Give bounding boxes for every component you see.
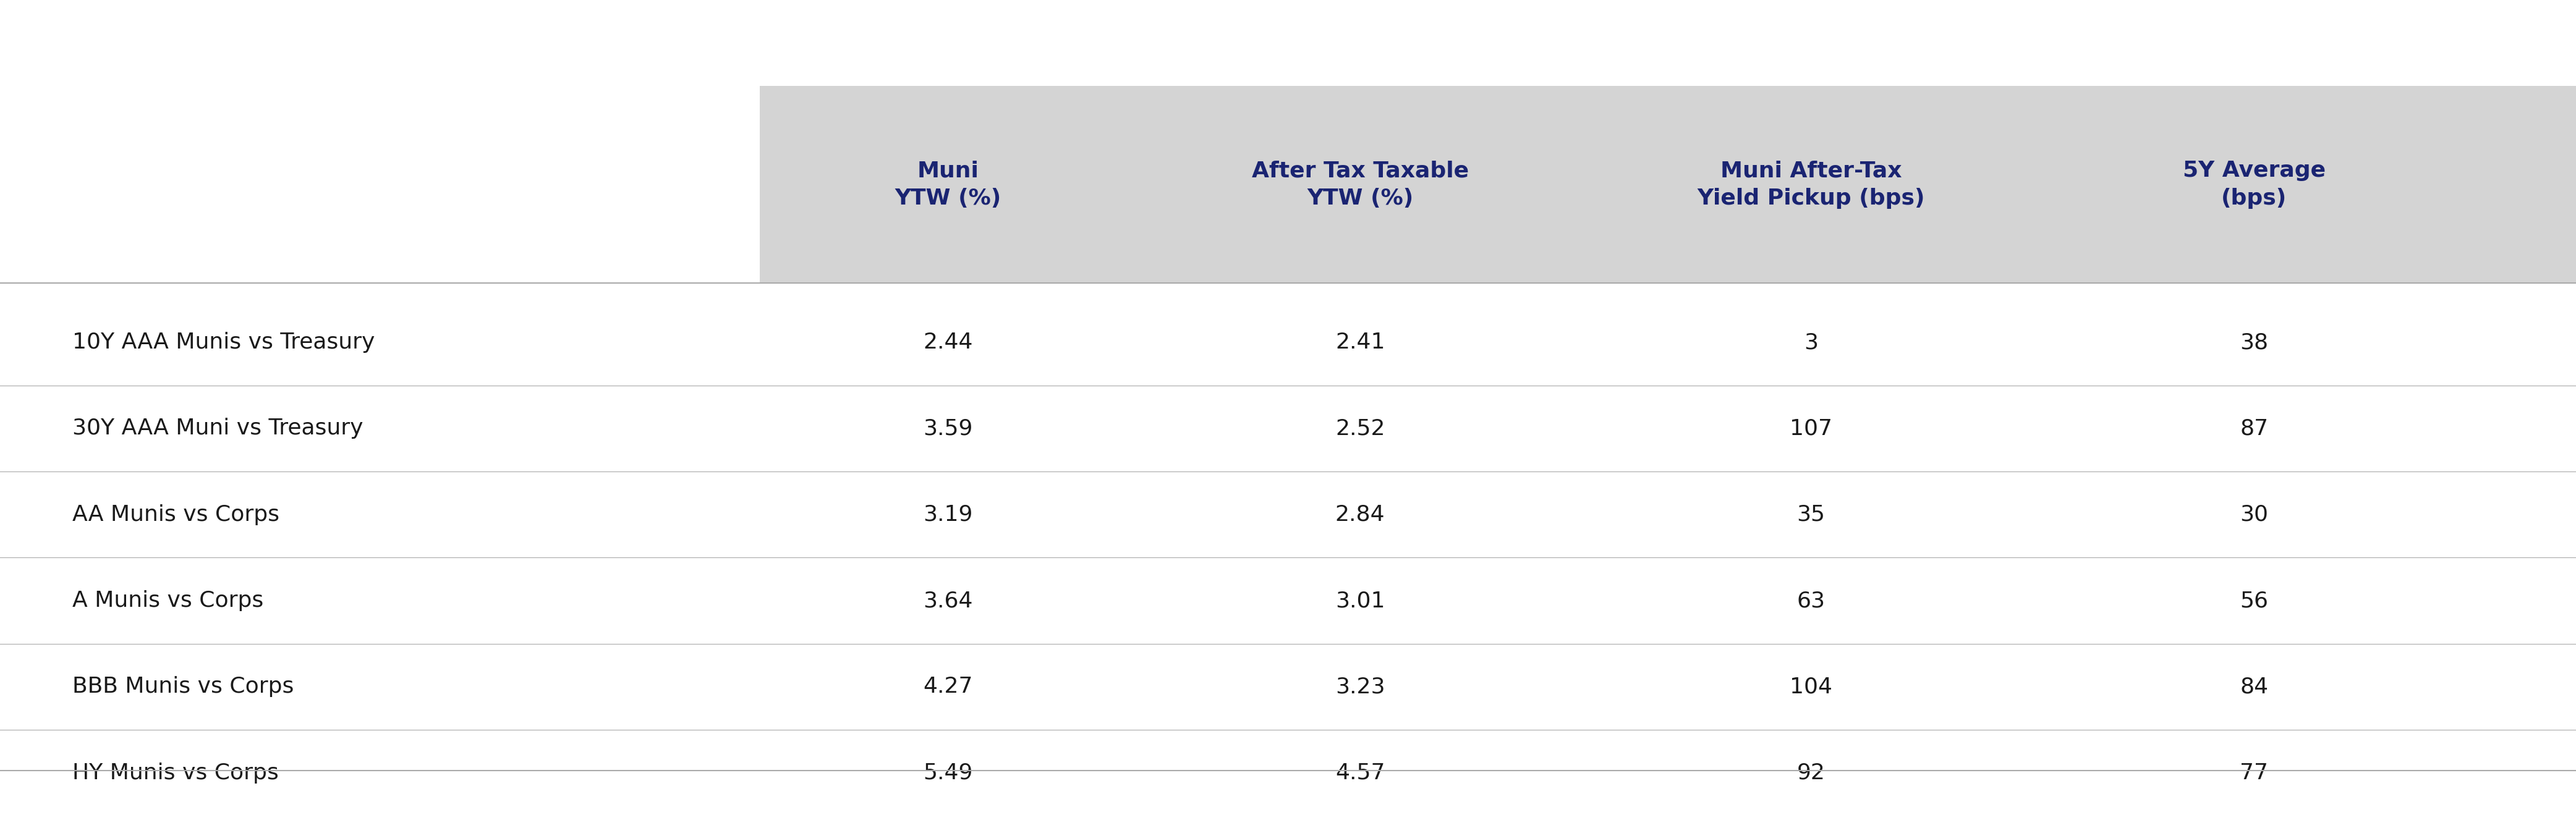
Text: 87: 87 bbox=[2239, 418, 2269, 439]
Text: 30: 30 bbox=[2239, 504, 2269, 525]
Text: HY Munis vs Corps: HY Munis vs Corps bbox=[72, 763, 278, 783]
Text: 84: 84 bbox=[2239, 676, 2269, 697]
Text: BBB Munis vs Corps: BBB Munis vs Corps bbox=[72, 676, 294, 697]
Text: 10Y AAA Munis vs Treasury: 10Y AAA Munis vs Treasury bbox=[72, 332, 374, 353]
Text: 77: 77 bbox=[2239, 763, 2269, 783]
Bar bbox=[760, 86, 2576, 283]
Text: 3.01: 3.01 bbox=[1334, 590, 1386, 611]
Text: 2.41: 2.41 bbox=[1334, 332, 1386, 353]
Text: 3: 3 bbox=[1803, 332, 1819, 353]
Text: Muni After-Tax
Yield Pickup (bps): Muni After-Tax Yield Pickup (bps) bbox=[1698, 160, 1924, 209]
Text: 4.57: 4.57 bbox=[1334, 763, 1386, 783]
Text: 2.44: 2.44 bbox=[922, 332, 974, 353]
Text: 3.64: 3.64 bbox=[922, 590, 974, 611]
Text: 35: 35 bbox=[1795, 504, 1826, 525]
Text: 2.52: 2.52 bbox=[1334, 418, 1386, 439]
Text: 92: 92 bbox=[1795, 763, 1826, 783]
Text: 38: 38 bbox=[2239, 332, 2269, 353]
Text: 107: 107 bbox=[1790, 418, 1832, 439]
Text: AA Munis vs Corps: AA Munis vs Corps bbox=[72, 504, 278, 525]
Text: After Tax Taxable
YTW (%): After Tax Taxable YTW (%) bbox=[1252, 160, 1468, 209]
Text: 3.23: 3.23 bbox=[1334, 676, 1386, 697]
Text: 104: 104 bbox=[1790, 676, 1832, 697]
Text: 4.27: 4.27 bbox=[922, 676, 974, 697]
Text: Muni
YTW (%): Muni YTW (%) bbox=[894, 160, 1002, 209]
Text: 2.84: 2.84 bbox=[1334, 504, 1386, 525]
Text: 5.49: 5.49 bbox=[922, 763, 974, 783]
Text: 30Y AAA Muni vs Treasury: 30Y AAA Muni vs Treasury bbox=[72, 418, 363, 439]
Text: A Munis vs Corps: A Munis vs Corps bbox=[72, 590, 263, 611]
Text: 56: 56 bbox=[2239, 590, 2269, 611]
Text: 5Y Average
(bps): 5Y Average (bps) bbox=[2182, 160, 2326, 209]
Text: 63: 63 bbox=[1795, 590, 1826, 611]
Text: 3.19: 3.19 bbox=[922, 504, 974, 525]
Text: 3.59: 3.59 bbox=[922, 418, 974, 439]
